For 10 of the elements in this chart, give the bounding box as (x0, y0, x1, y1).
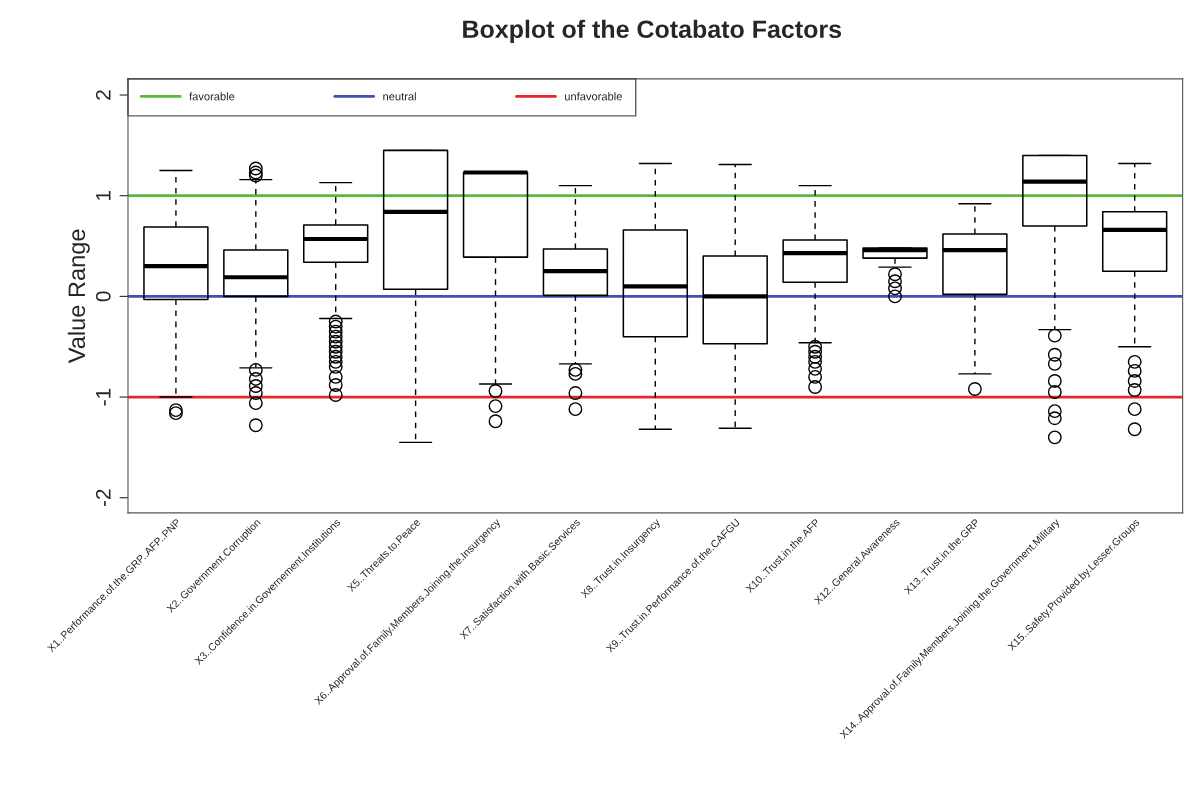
legend-label: unfavorable (565, 92, 622, 101)
chart-title: Boxplot of the Cotabato Factors (463, 19, 842, 44)
y-tick-label: -1 (96, 388, 111, 406)
y-tick-label: 0 (95, 291, 111, 302)
legend-label: neutral (383, 92, 416, 101)
y-tick-label: -2 (95, 489, 111, 507)
y-tick-label: 1 (96, 190, 111, 200)
y-axis-title: Value Range (67, 229, 90, 364)
y-tick-label: 2 (95, 90, 111, 100)
legend-label: favorable (189, 92, 235, 101)
